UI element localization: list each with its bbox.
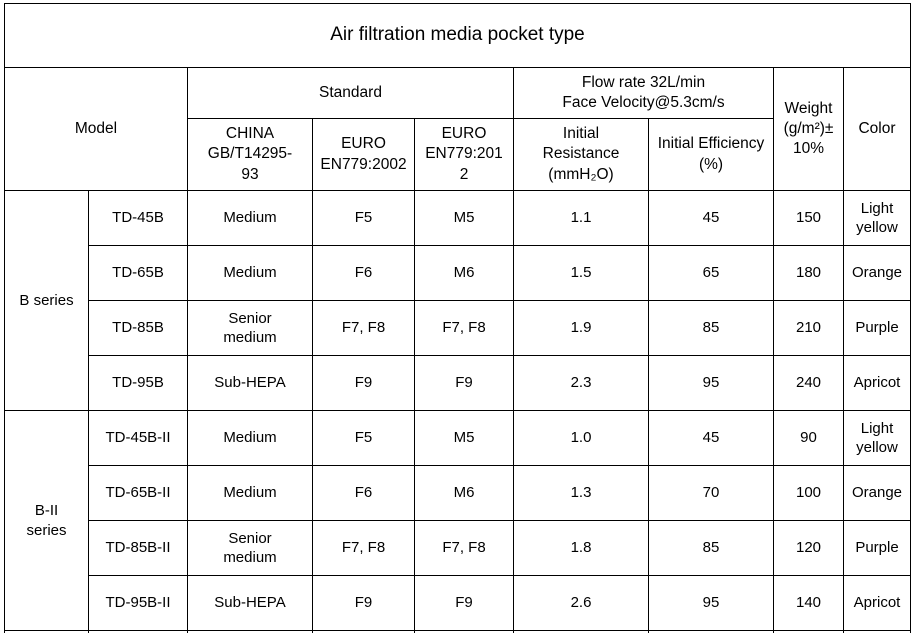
model-header: Model	[4, 67, 188, 191]
euro2012-grade-cell: M6	[414, 245, 514, 301]
table-row: TD-85B-II Senior medium F7, F8 F7, F8 1.…	[5, 520, 911, 576]
euro2012-grade-cell: F7, F8	[414, 520, 514, 576]
initial-resistance-cell: 1.3	[513, 465, 649, 521]
weight-cell: 180	[773, 245, 844, 301]
china-grade-cell: Senior medium	[187, 520, 313, 576]
series-cell: B-II series	[4, 410, 89, 631]
euro2002-grade-cell: F5	[312, 410, 415, 466]
china-grade-cell: Sub-HEPA	[187, 575, 313, 631]
euro2012-grade-cell: F7, F8	[414, 300, 514, 356]
euro2002-grade-cell: F7, F8	[312, 520, 415, 576]
model-cell: TD-85B	[88, 300, 188, 356]
euro-en779-2012-header: EURO EN779:2012	[414, 118, 514, 191]
initial-resistance-cell: 2.6	[513, 575, 649, 631]
euro2002-grade-cell: F6	[312, 465, 415, 521]
table-row: B-II series TD-45B-II Medium F5 M5 1.0 4…	[4, 410, 911, 631]
weight-cell: 140	[773, 575, 844, 631]
euro2012-grade-cell: F9	[414, 355, 514, 411]
color-cell: Purple	[843, 300, 911, 356]
euro-en779-2002-header: EURO EN779:2002	[312, 118, 415, 191]
model-cell: TD-65B-II	[88, 465, 188, 521]
china-grade-cell: Medium	[187, 245, 313, 301]
model-cell: TD-45B-II	[88, 410, 188, 466]
euro2002-grade-cell: F7, F8	[312, 300, 415, 356]
weight-header: Weight (g/m²)± 10%	[773, 67, 844, 191]
initial-efficiency-cell: 45	[648, 190, 774, 246]
initial-resistance-cell: 1.8	[513, 520, 649, 576]
china-grade-cell: Medium	[187, 190, 313, 246]
color-cell: Orange	[843, 245, 911, 301]
table-row: TD-65B Medium F6 M6 1.5 65 180 Orange	[5, 245, 911, 301]
model-cell: TD-45B	[88, 190, 188, 246]
color-cell: Light yellow	[843, 410, 911, 466]
euro2002-grade-cell: F9	[312, 355, 415, 411]
initial-efficiency-cell: 85	[648, 300, 774, 356]
initial-resistance-cell: 1.5	[513, 245, 649, 301]
initial-efficiency-cell: 70	[648, 465, 774, 521]
initial-resistance-cell: 1.1	[513, 190, 649, 246]
standard-group-header: Standard	[187, 67, 514, 119]
table-row: TD-95B-II Sub-HEPA F9 F9 2.6 95 140 Apri…	[5, 575, 911, 631]
china-grade-cell: Medium	[187, 410, 313, 466]
initial-resistance-header: Initial Resistance (mmH₂O)	[513, 118, 649, 191]
color-cell: Orange	[843, 465, 911, 521]
initial-efficiency-cell: 45	[648, 410, 774, 466]
euro2012-grade-cell: M5	[414, 190, 514, 246]
empty-cell	[843, 630, 911, 633]
euro2012-grade-cell: M5	[414, 410, 514, 466]
table-row: TD-95B Sub-HEPA F9 F9 2.3 95 240 Apricot	[5, 355, 911, 411]
initial-efficiency-cell: 95	[648, 355, 774, 411]
weight-cell: 90	[773, 410, 844, 466]
weight-cell: 210	[773, 300, 844, 356]
model-cell: TD-85B-II	[88, 520, 188, 576]
model-cell: TD-95B-II	[88, 575, 188, 631]
table-row: TD-85B Senior medium F7, F8 F7, F8 1.9 8…	[5, 300, 911, 356]
initial-efficiency-header: Initial Efficiency (%)	[648, 118, 774, 191]
series-cell: B series	[4, 190, 89, 411]
cutoff-row	[4, 630, 911, 633]
header-row-groups: Model Standard Flow rate 32L/min Face Ve…	[4, 67, 911, 191]
initial-resistance-cell: 2.3	[513, 355, 649, 411]
euro2002-grade-cell: F9	[312, 575, 415, 631]
table-row: B series TD-45B Medium F5 M5 1.1 45 150 …	[4, 190, 911, 411]
weight-cell: 240	[773, 355, 844, 411]
euro2012-grade-cell: M6	[414, 465, 514, 521]
initial-efficiency-cell: 85	[648, 520, 774, 576]
euro2002-grade-cell: F6	[312, 245, 415, 301]
china-grade-cell: Medium	[187, 465, 313, 521]
table-title: Air filtration media pocket type	[4, 3, 911, 68]
weight-cell: 120	[773, 520, 844, 576]
header-row-columns: CHINA GB/T14295-93 EURO EN779:2002 EURO …	[5, 118, 911, 191]
color-cell: Apricot	[843, 355, 911, 411]
air-filtration-spec-table: Air filtration media pocket type Model S…	[4, 3, 911, 633]
title-row: Air filtration media pocket type	[4, 3, 911, 68]
model-cell: TD-95B	[88, 355, 188, 411]
color-cell: Purple	[843, 520, 911, 576]
initial-efficiency-cell: 95	[648, 575, 774, 631]
model-cell: TD-65B	[88, 245, 188, 301]
weight-cell: 150	[773, 190, 844, 246]
color-cell: Apricot	[843, 575, 911, 631]
china-grade-cell: Senior medium	[187, 300, 313, 356]
color-header: Color	[843, 67, 911, 191]
euro2012-grade-cell: F9	[414, 575, 514, 631]
weight-cell: 100	[773, 465, 844, 521]
initial-resistance-cell: 1.0	[513, 410, 649, 466]
china-grade-cell: Sub-HEPA	[187, 355, 313, 411]
color-cell: Light yellow	[843, 190, 911, 246]
table-row: TD-65B-II Medium F6 M6 1.3 70 100 Orange	[5, 465, 911, 521]
initial-efficiency-cell: 65	[648, 245, 774, 301]
china-standard-header: CHINA GB/T14295-93	[187, 118, 313, 191]
flow-rate-group-header: Flow rate 32L/min Face Velocity@5.3cm/s	[513, 67, 774, 119]
euro2002-grade-cell: F5	[312, 190, 415, 246]
initial-resistance-cell: 1.9	[513, 300, 649, 356]
